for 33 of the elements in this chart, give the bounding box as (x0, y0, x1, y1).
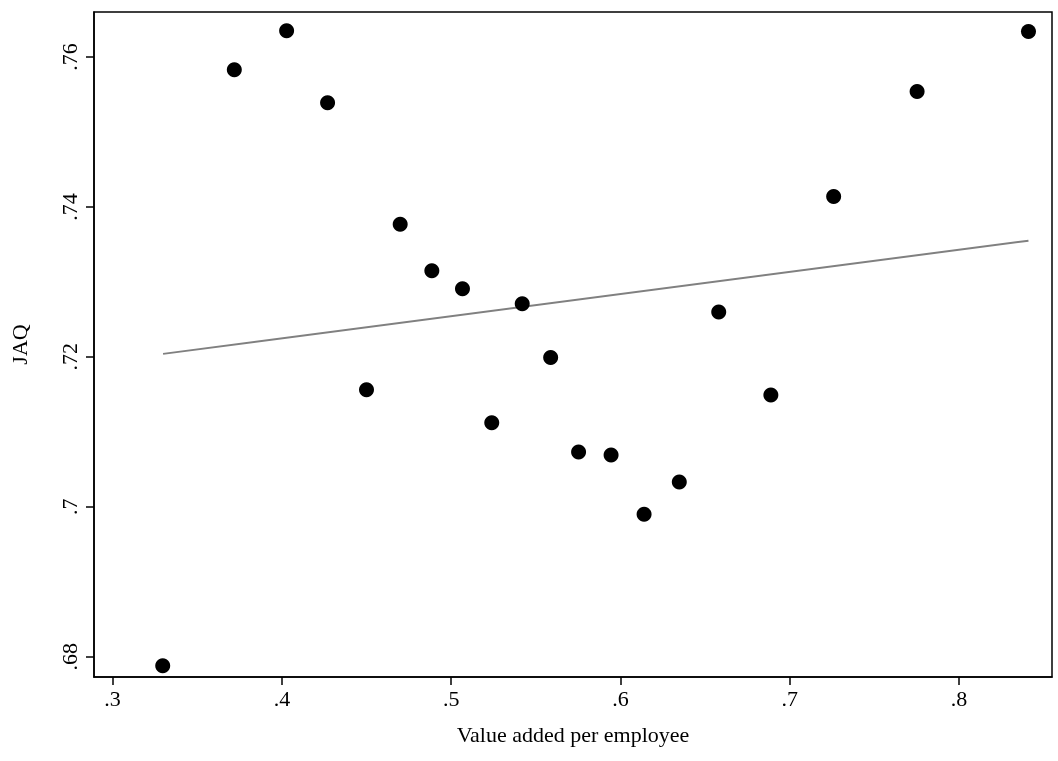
y-tick-label: .74 (56, 193, 82, 221)
point (909, 83, 925, 99)
point (484, 415, 500, 431)
point (636, 506, 652, 522)
point (603, 447, 619, 463)
point (826, 188, 842, 204)
point (543, 350, 559, 366)
point (279, 23, 295, 39)
point (155, 658, 171, 674)
point (711, 304, 727, 320)
point (226, 62, 242, 78)
point (454, 281, 470, 297)
point (514, 296, 530, 312)
point (671, 474, 687, 490)
x-tick-label: .4 (273, 685, 291, 711)
point (763, 387, 779, 403)
x-tick-label: .7 (781, 685, 798, 711)
y-tick-label: .7 (56, 498, 82, 516)
point (392, 216, 408, 232)
x-axis-title: Value added per employee (456, 721, 690, 747)
x-tick-label: .6 (612, 685, 629, 711)
y-axis-title: JAQ (6, 324, 32, 365)
point (359, 382, 375, 398)
x-tick-label: .3 (104, 685, 121, 711)
x-tick-label: .5 (442, 685, 460, 711)
point (424, 263, 440, 279)
x-tick-label: .8 (950, 685, 968, 711)
y-tick-label: .68 (56, 643, 82, 671)
point (571, 444, 587, 460)
point (1020, 24, 1036, 39)
y-tick-label: .72 (56, 343, 82, 371)
y-tick-label: .76 (56, 43, 82, 71)
point (320, 95, 336, 111)
